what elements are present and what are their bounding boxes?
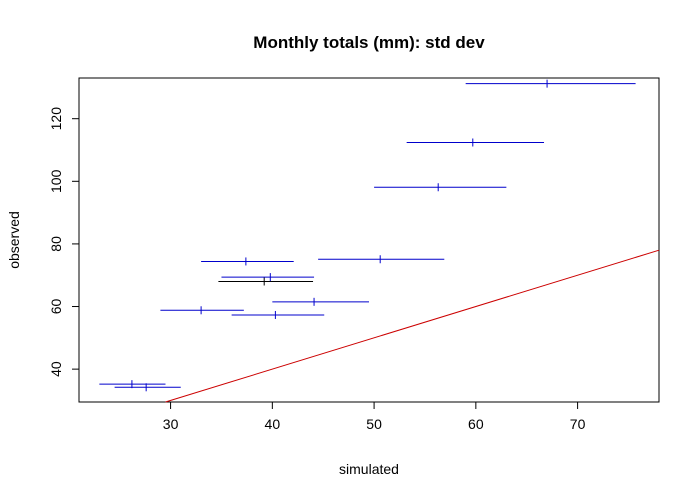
chart-title: Monthly totals (mm): std dev [253, 33, 485, 52]
marks-layer [99, 79, 660, 403]
data-point [272, 297, 369, 306]
y-axis-label: observed [6, 211, 22, 269]
data-point [99, 380, 166, 389]
x-tick-label: 50 [366, 416, 382, 432]
x-tick-label: 60 [468, 416, 484, 432]
y-tick-label: 40 [48, 361, 64, 377]
reference-line [165, 249, 660, 403]
y-tick-label: 100 [48, 169, 64, 193]
data-point [221, 273, 315, 282]
data-point [465, 79, 636, 88]
data-point [201, 257, 294, 266]
y-tick-label: 80 [48, 236, 64, 252]
plot-frame [78, 77, 660, 403]
x-tick-label: 40 [265, 416, 281, 432]
x-axis: 30 40 50 60 70 [163, 402, 586, 432]
x-axis-label: simulated [339, 461, 399, 477]
y-tick-label: 60 [48, 299, 64, 315]
y-axis: 40 60 80 100 120 [48, 107, 79, 377]
x-tick-label: 70 [570, 416, 586, 432]
data-point [374, 183, 507, 192]
y-tick-label: 120 [48, 107, 64, 131]
data-point [231, 310, 325, 319]
x-tick-label: 30 [163, 416, 179, 432]
data-point [406, 138, 545, 147]
plot-area [78, 77, 660, 403]
data-point [160, 306, 244, 315]
data-point [318, 255, 445, 264]
data-point [218, 277, 314, 286]
